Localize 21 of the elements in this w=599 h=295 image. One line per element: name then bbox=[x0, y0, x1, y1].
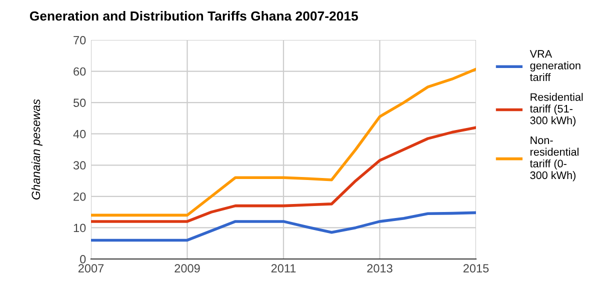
x-tick-label: 2011 bbox=[271, 264, 296, 273]
x-tick-label: 2013 bbox=[367, 264, 392, 273]
y-tick-label: 40 bbox=[73, 130, 86, 138]
y-tick-label: 20 bbox=[74, 192, 86, 201]
line-series bbox=[91, 211, 476, 242]
line-series bbox=[91, 126, 476, 223]
y-tick-label: 50 bbox=[73, 98, 86, 107]
chart-title: Generation and Distribution Tariffs Ghana 2007-2015 bbox=[30, 10, 358, 21]
x-tick-label: 2007 bbox=[78, 264, 104, 273]
y-tick-label: 30 bbox=[73, 161, 86, 170]
y-tick-label: 70 bbox=[74, 36, 86, 44]
x-tick-label: 2015 bbox=[463, 264, 489, 273]
legend-label: Residential tariff (51-300 kWh) bbox=[530, 92, 583, 126]
legend-label: VRA generation tariff bbox=[530, 50, 580, 82]
line-series bbox=[91, 68, 476, 217]
legend-label: Non-residential tariff (0-300 kWh) bbox=[530, 136, 578, 182]
y-tick-label: 0 bbox=[80, 255, 86, 264]
y-tick-label: 60 bbox=[74, 67, 86, 76]
x-tick-label: 2009 bbox=[174, 264, 200, 273]
y-axis-title: Ghanaian pesewas bbox=[31, 99, 42, 200]
y-tick-label: 10 bbox=[74, 224, 86, 232]
